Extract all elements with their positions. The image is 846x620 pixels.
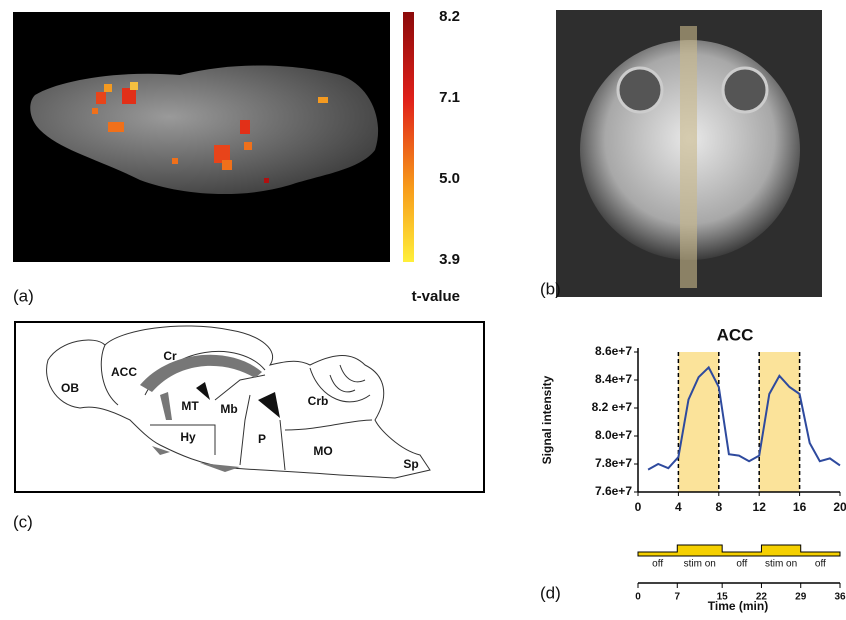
y-tick-label: 7.8e+7 [595, 456, 632, 470]
panel-label: (c) [13, 512, 33, 531]
x-tick-label: 4 [675, 500, 682, 514]
colorbar-tick-label: 7.1 [439, 89, 460, 106]
region-label: MO [313, 444, 332, 458]
colorbar-tick-label: 8.2 [439, 8, 460, 25]
region-label: ACC [111, 365, 137, 379]
timeline-tick-label: 15 [717, 592, 729, 603]
region-label: MT [181, 399, 199, 413]
panel-label: (a) [13, 286, 34, 305]
stimulus-label: off [815, 559, 826, 570]
y-tick-label: 8.6e+7 [595, 344, 632, 358]
x-tick-label: 16 [793, 500, 807, 514]
panel-label: (b) [540, 279, 561, 298]
timeline-tick-label: 22 [756, 592, 768, 603]
timeline-tick-label: 0 [635, 592, 641, 603]
stimulus-label: off [736, 559, 747, 570]
chart-title: ACC [717, 325, 754, 344]
colorbar [403, 12, 414, 262]
eye [618, 68, 662, 112]
region-label: Crb [308, 394, 329, 408]
timeline-tick-label: 7 [674, 592, 680, 603]
x-tick-label: 8 [715, 500, 722, 514]
eye [723, 68, 767, 112]
y-axis-label: Signal intensity [540, 375, 554, 464]
y-tick-label: 8.4e+7 [595, 372, 632, 386]
timeline-tick-label: 36 [834, 592, 846, 603]
y-tick-label: 8.2 e+7 [592, 400, 633, 414]
colorbar-tick-label: 5.0 [439, 170, 460, 187]
region-label: Cr [163, 349, 177, 363]
slice-marker [680, 26, 697, 288]
region-label: OB [61, 381, 79, 395]
panel-label: (d) [540, 583, 561, 602]
x-tick-label: 0 [635, 500, 642, 514]
y-tick-label: 8.0e+7 [595, 428, 632, 442]
line-series [648, 367, 840, 469]
figure: t-value ACC Signal intensity Time (min) … [0, 0, 846, 620]
y-tick-label: 7.6e+7 [595, 484, 632, 498]
stimulus-label: stim on [765, 559, 797, 570]
x-tick-label: 20 [833, 500, 846, 514]
colorbar-tick-label: 3.9 [439, 251, 460, 268]
region-label: Mb [220, 402, 237, 416]
region-label: P [258, 432, 266, 446]
stimulus-label: off [652, 559, 663, 570]
x-tick-label: 12 [753, 500, 767, 514]
colorbar-title: t-value [412, 288, 460, 305]
stimulus-label: stim on [684, 559, 716, 570]
region-label: Hy [180, 430, 196, 444]
timeline-tick-label: 29 [795, 592, 807, 603]
region-label: Sp [403, 457, 418, 471]
stimulus-block [638, 545, 840, 556]
